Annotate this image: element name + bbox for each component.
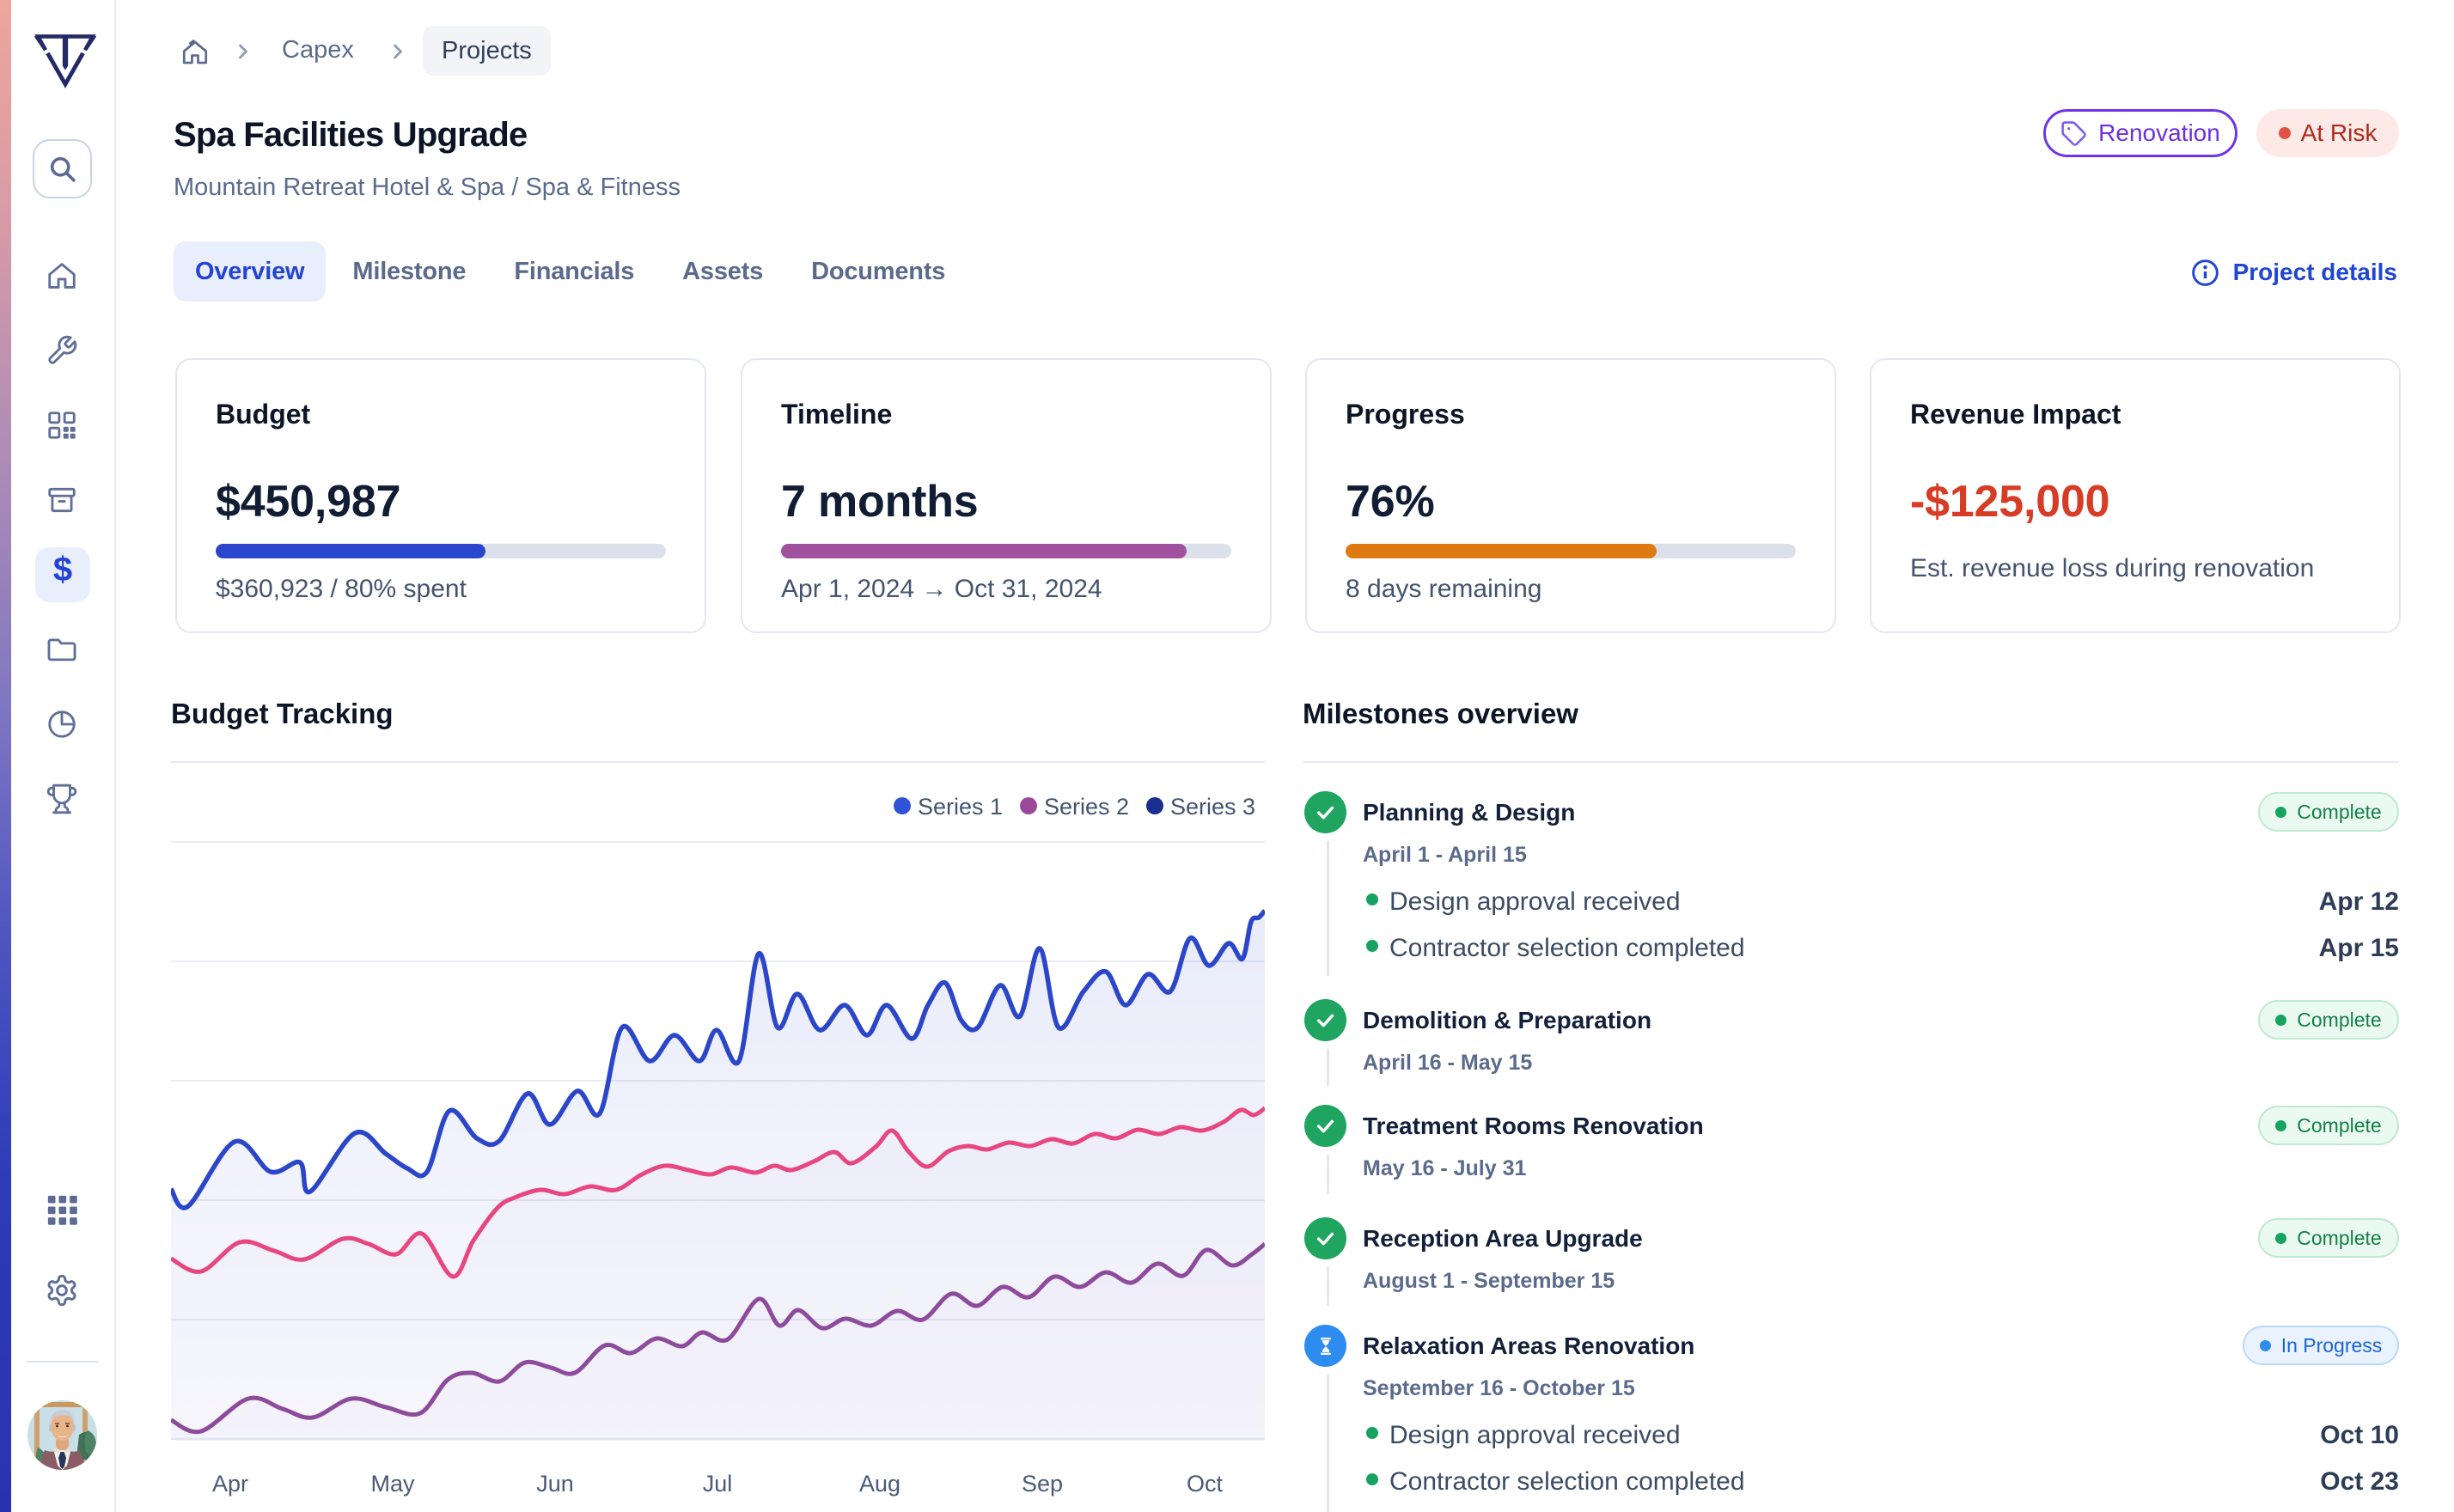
svg-text:Series 3: Series 3 xyxy=(1170,794,1255,820)
svg-text:Apr: Apr xyxy=(212,1471,248,1497)
svg-text:May: May xyxy=(370,1471,415,1497)
svg-text:Oct: Oct xyxy=(1187,1471,1224,1497)
svg-text:Jun: Jun xyxy=(536,1471,574,1497)
svg-text:Aug: Aug xyxy=(859,1471,900,1497)
svg-text:Jul: Jul xyxy=(703,1471,733,1497)
svg-text:Series 2: Series 2 xyxy=(1044,794,1129,820)
svg-text:Series 1: Series 1 xyxy=(918,794,1003,820)
svg-text:Sep: Sep xyxy=(1022,1471,1063,1497)
